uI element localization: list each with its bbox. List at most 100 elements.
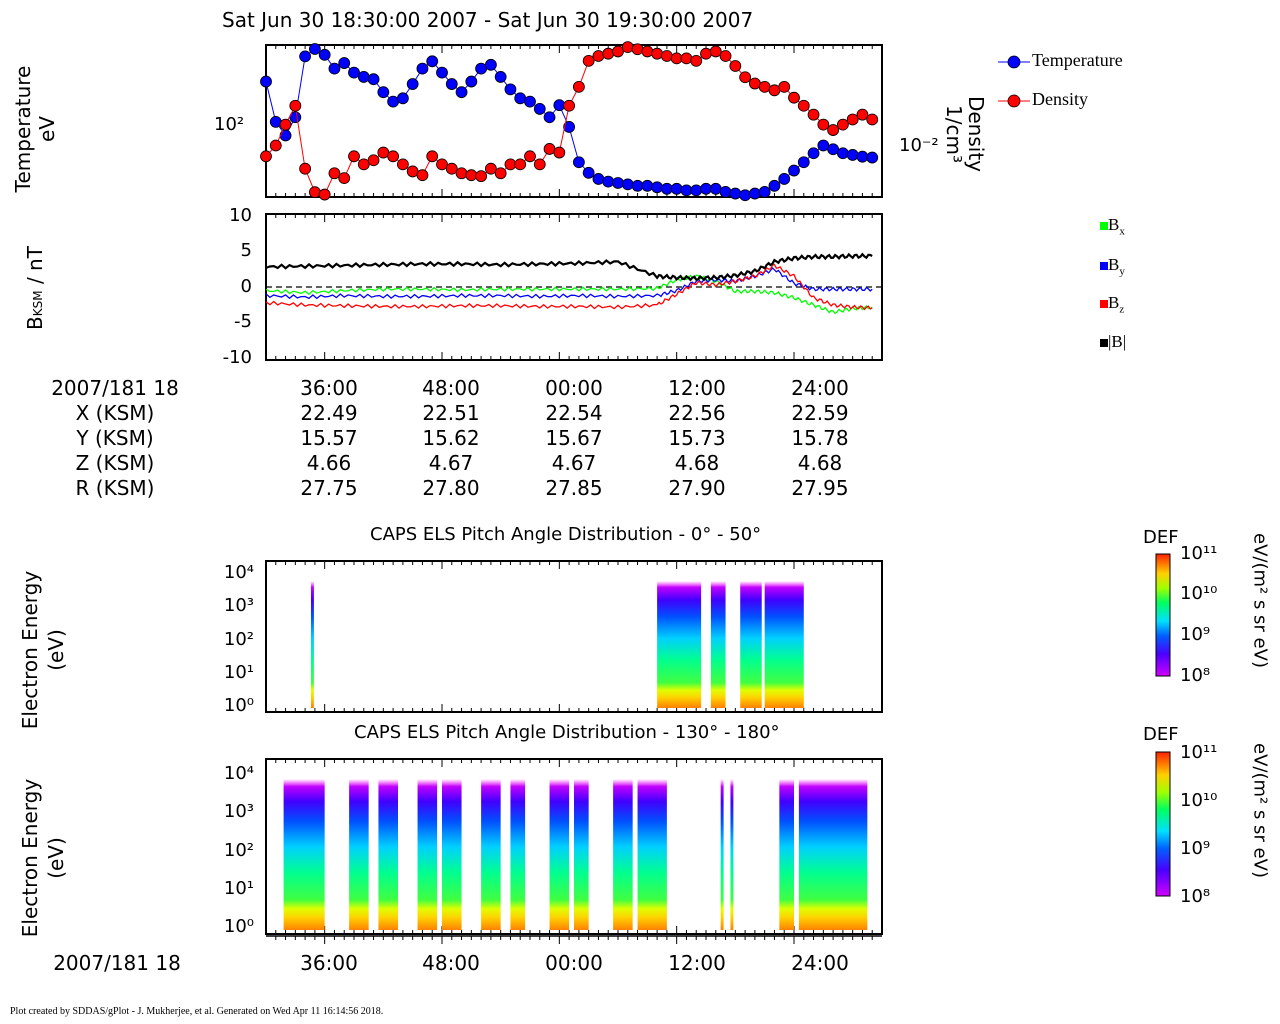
- ephem-z-0: 4.66: [306, 451, 352, 475]
- density-point: [631, 43, 644, 56]
- density-point: [504, 158, 517, 171]
- density-point: [514, 158, 527, 171]
- density-point: [377, 146, 390, 159]
- temperature-point: [680, 184, 693, 197]
- ephem-z-1: 4.67: [428, 451, 474, 475]
- bottom-date-label: 2007/181 18: [53, 951, 181, 975]
- spec2-title: CAPS ELS Pitch Angle Distribution - 130°…: [354, 722, 780, 743]
- temperature-point: [396, 92, 409, 105]
- temperature-point: [670, 182, 683, 195]
- density-point: [455, 167, 468, 180]
- spectrogram-block: [510, 779, 526, 930]
- spec2-ytick-1: 10¹: [223, 878, 254, 899]
- spec2-ytick-3: 10³: [223, 801, 254, 822]
- plot-title: Sat Jun 30 18:30:00 2007 - Sat Jun 30 19…: [222, 8, 754, 32]
- temperature-point: [338, 57, 351, 69]
- density-point: [445, 162, 458, 175]
- ephem-time-2: 00:00: [545, 376, 603, 400]
- temperature-point: [817, 139, 830, 152]
- temperature-point: [631, 179, 644, 192]
- density-point: [758, 80, 771, 93]
- density-point: [621, 41, 634, 53]
- temperature-point: [484, 58, 497, 71]
- density-point: [357, 158, 370, 171]
- temperature-point: [612, 177, 624, 189]
- ephem-r-0: 27.75: [300, 476, 358, 500]
- density-point: [396, 158, 409, 171]
- density-point: [543, 143, 556, 155]
- temperature-point: [494, 71, 507, 83]
- spectrogram-block: [310, 581, 314, 708]
- density-point: [788, 91, 800, 104]
- bz-legend-swatch: [1100, 300, 1108, 309]
- spectrogram-block: [779, 779, 794, 930]
- b-series-magbmag: [265, 252, 873, 282]
- ephem-z-4: 4.68: [797, 451, 843, 475]
- density-point: [348, 150, 360, 163]
- spectrogram-block: [798, 779, 868, 930]
- temperature-point: [788, 164, 800, 177]
- ephem-y-0: 15.57: [300, 426, 358, 450]
- ephem-time-4: 24:00: [791, 376, 849, 400]
- density-point: [592, 50, 605, 62]
- density-point: [338, 172, 351, 185]
- legend-temperature: Temperature: [998, 50, 1123, 74]
- temperature-point: [387, 95, 400, 108]
- temperature-legend-marker: [998, 55, 1030, 69]
- density-point: [260, 150, 272, 163]
- temperature-point: [748, 187, 761, 200]
- density-point: [719, 50, 732, 62]
- temperature-point: [269, 115, 282, 128]
- colorbar1-tick-11: 10¹¹: [1180, 543, 1218, 564]
- temperature-point: [357, 71, 370, 83]
- colorbar1: [1155, 553, 1171, 677]
- density-point: [651, 47, 664, 60]
- legend-by-label: B: [1108, 255, 1120, 274]
- ephem-x-label: X (KSM): [75, 401, 155, 425]
- ephem-r-2: 27.85: [545, 476, 603, 500]
- spectrogram-block: [283, 779, 325, 930]
- ephem-y-3: 15.73: [668, 426, 726, 450]
- spec1-ytick-2: 10²: [223, 629, 254, 650]
- b-tick-0: 0: [240, 276, 252, 297]
- temperature-point: [533, 103, 546, 115]
- spec1-ytick-0: 10⁰: [223, 695, 254, 716]
- spec1-ytick-4: 10⁴: [223, 562, 254, 583]
- colorbar1-tick-10: 10¹⁰: [1180, 583, 1218, 604]
- spec2-ytick-2: 10²: [223, 840, 254, 861]
- temperature-tick-label: 10²: [214, 114, 245, 135]
- density-point: [387, 150, 400, 163]
- ephem-r-label: R (KSM): [75, 476, 155, 500]
- spec2-ytick-0: 10⁰: [223, 916, 254, 937]
- legend-by: By: [1100, 255, 1125, 277]
- temperature-point: [592, 173, 605, 185]
- legend-bmag-label: |B|: [1108, 332, 1127, 351]
- temperature-point: [641, 179, 654, 192]
- density-point: [524, 150, 536, 163]
- bx-legend-swatch: [1100, 222, 1108, 231]
- bottom-time-1: 48:00: [422, 951, 480, 975]
- colorbar2-tick-11: 10¹¹: [1180, 742, 1218, 763]
- ephem-time-0: 36:00: [300, 376, 358, 400]
- ephem-y-2: 15.67: [545, 426, 603, 450]
- spectrogram-block: [442, 779, 462, 930]
- temperature-point: [465, 75, 478, 88]
- density-point: [670, 52, 683, 65]
- legend-bx: Bx: [1100, 215, 1125, 237]
- temperature-point: [436, 66, 448, 79]
- density-point: [289, 99, 302, 112]
- ephem-r-4: 27.95: [791, 476, 849, 500]
- density-point: [582, 54, 595, 67]
- spectrogram-block: [764, 581, 804, 708]
- temperature-point: [260, 75, 272, 88]
- by-legend-swatch: [1100, 262, 1108, 271]
- b-field-lines: [265, 252, 873, 315]
- density-point: [406, 165, 419, 178]
- temperature-point: [602, 175, 615, 188]
- density-point: [494, 167, 507, 180]
- b-series-bz: [265, 263, 873, 311]
- spectrogram-block: [574, 779, 589, 930]
- ephem-date-label: 2007/181 18: [51, 376, 179, 400]
- spectrogram-block: [637, 779, 667, 930]
- density-point: [827, 124, 840, 136]
